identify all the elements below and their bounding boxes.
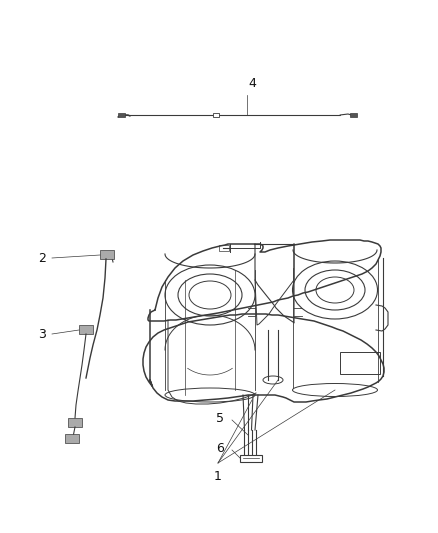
Text: 6: 6 (216, 441, 224, 455)
Text: 3: 3 (38, 327, 46, 341)
Bar (340, 352, 380, 374)
Bar (240, 455, 262, 462)
Bar (65, 434, 79, 443)
Text: 5: 5 (216, 411, 224, 424)
Bar (68, 418, 82, 427)
Bar (79, 325, 93, 334)
Bar (350, 113, 357, 117)
Bar (118, 113, 125, 117)
Bar (219, 245, 229, 251)
Text: 1: 1 (214, 470, 222, 482)
Text: 4: 4 (248, 77, 256, 90)
Bar (213, 113, 219, 117)
Text: 2: 2 (38, 252, 46, 264)
Bar (100, 250, 114, 259)
